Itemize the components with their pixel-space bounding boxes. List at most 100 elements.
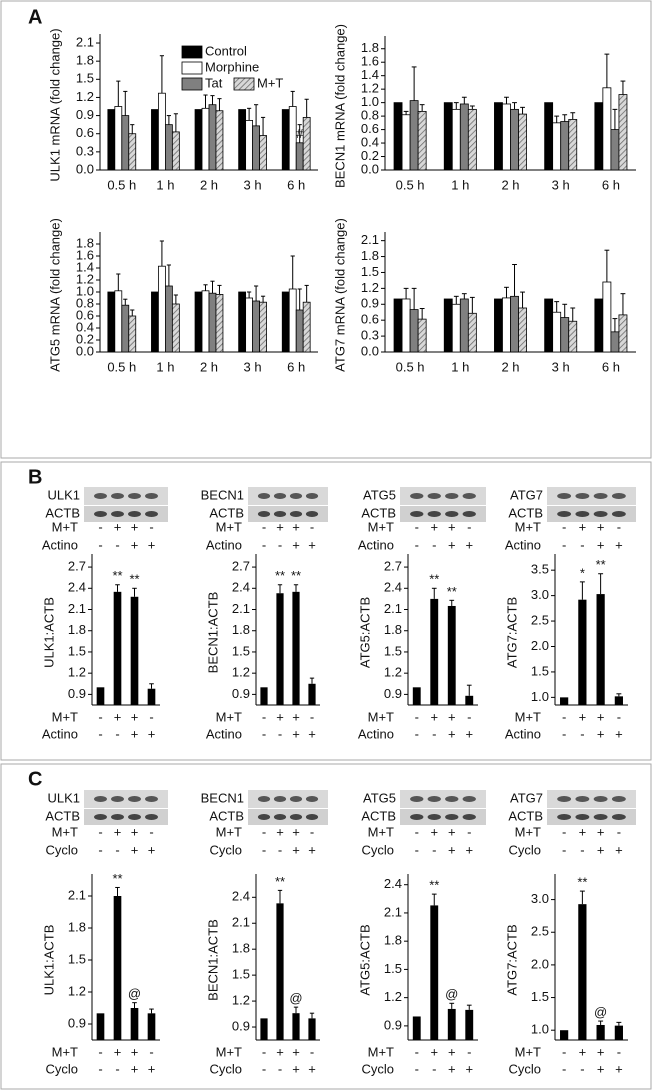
blot-band xyxy=(445,814,459,820)
x-tick-label: 0.5 h xyxy=(396,359,425,374)
condition-sign: + xyxy=(465,726,473,741)
y-tick-label: 0.4 xyxy=(361,134,379,149)
legend-swatch xyxy=(181,61,203,75)
condition-sign: + xyxy=(615,842,623,857)
bar xyxy=(610,331,620,353)
bar xyxy=(302,301,311,353)
condition-sign: + xyxy=(597,1061,605,1076)
condition-name: Actino xyxy=(206,726,242,741)
condition-sign: + xyxy=(430,709,438,724)
y-tick-label: 1.8 xyxy=(232,622,250,637)
condition-sign: + xyxy=(448,537,456,552)
panel-label: A xyxy=(28,6,42,28)
bar xyxy=(245,120,253,171)
condition-sign: + xyxy=(148,1061,156,1076)
condition-sign: - xyxy=(149,519,153,534)
blot-label: ACTB xyxy=(45,505,80,520)
condition-sign: - xyxy=(262,537,266,552)
y-tick-label: 0.2 xyxy=(76,331,94,346)
bar xyxy=(578,904,587,1040)
condition-sign: - xyxy=(149,1044,153,1059)
condition-sign: + xyxy=(465,1061,473,1076)
y-tick-label: 2.4 xyxy=(232,580,250,595)
y-tick-label: 2.7 xyxy=(384,559,402,574)
y-tick-label: 1.8 xyxy=(68,622,86,637)
bar xyxy=(158,92,166,171)
bar xyxy=(451,303,461,353)
blot xyxy=(400,809,486,825)
condition-sign: + xyxy=(131,519,139,534)
blot-band xyxy=(305,796,319,802)
panel-frame xyxy=(0,461,652,761)
bar xyxy=(151,291,159,353)
bar xyxy=(401,114,411,171)
bar xyxy=(510,295,519,353)
blot-band xyxy=(427,796,441,802)
condition-sign: + xyxy=(579,709,587,724)
condition-name: M+T xyxy=(368,519,394,534)
condition-sign: - xyxy=(580,726,584,741)
condition-sign: - xyxy=(432,1061,436,1076)
bar xyxy=(194,291,203,353)
y-tick-label: 1.2 xyxy=(361,81,379,96)
legend-swatch xyxy=(181,77,203,91)
condition-sign: - xyxy=(98,519,102,534)
blot-label: ATG5 xyxy=(363,487,396,502)
condition-sign: - xyxy=(98,537,102,552)
bar xyxy=(560,697,569,705)
bar xyxy=(409,309,419,353)
blot-band xyxy=(128,814,141,820)
y-tick-label: 1.2 xyxy=(76,89,94,104)
legend-label: Control xyxy=(205,43,247,58)
condition-sign: - xyxy=(98,726,102,741)
blot-band xyxy=(611,511,626,517)
condition-sign: + xyxy=(114,519,122,534)
condition-sign: + xyxy=(597,824,605,839)
condition-sign: + xyxy=(579,519,587,534)
significance-mark: ** xyxy=(275,874,285,889)
blot-band xyxy=(145,814,158,820)
y-tick-label: 3.5 xyxy=(531,562,549,577)
condition-sign: + xyxy=(308,842,316,857)
bar xyxy=(201,107,210,171)
condition-sign: - xyxy=(98,709,102,724)
y-tick-label: 1.5 xyxy=(232,643,250,658)
blot-label: BECN1 xyxy=(201,487,244,502)
bar xyxy=(194,109,203,171)
condition-name: Actino xyxy=(505,726,541,741)
x-tick-label: 6 h xyxy=(602,359,620,374)
bar xyxy=(447,1008,456,1040)
blot-band xyxy=(427,814,441,820)
blot-band xyxy=(111,493,124,499)
blot-band xyxy=(557,493,572,499)
bar xyxy=(288,288,297,353)
y-tick-label: 1.4 xyxy=(76,259,94,274)
blot-band xyxy=(410,814,424,820)
blot-band xyxy=(593,511,608,517)
blot xyxy=(84,506,168,522)
condition-sign: + xyxy=(131,537,139,552)
bar xyxy=(259,301,267,353)
bar xyxy=(107,291,116,353)
condition-sign: - xyxy=(415,824,419,839)
blot-band xyxy=(462,511,476,517)
y-axis-label: ULK1:ACTB xyxy=(41,925,56,996)
bar xyxy=(295,142,304,171)
condition-sign: + xyxy=(615,537,623,552)
bar xyxy=(130,1008,139,1040)
blot-band xyxy=(145,493,158,499)
condition-sign: + xyxy=(597,537,605,552)
condition-sign: - xyxy=(262,824,266,839)
y-tick-label: 1.8 xyxy=(76,53,94,68)
condition-sign: + xyxy=(131,1044,139,1059)
y-axis-label: ULK1 mRNA (fold change) xyxy=(47,28,62,181)
condition-name: Actino xyxy=(42,726,78,741)
y-tick-label: 1.2 xyxy=(361,280,379,295)
y-tick-label: 2.1 xyxy=(384,904,402,919)
condition-sign: - xyxy=(149,824,153,839)
condition-name: Actino xyxy=(42,537,78,552)
bar xyxy=(596,1024,605,1040)
condition-sign: - xyxy=(278,842,282,857)
bar xyxy=(107,109,116,171)
x-tick-label: 1 h xyxy=(451,359,469,374)
